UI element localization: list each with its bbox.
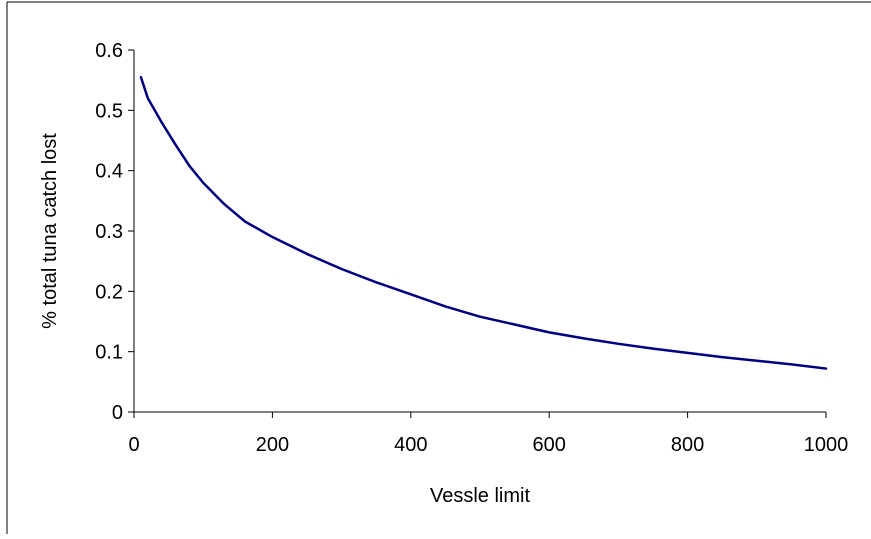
y-tick-label: 0.5 bbox=[95, 100, 123, 122]
y-tick-label: 0.6 bbox=[95, 40, 123, 62]
y-tick-label: 0.4 bbox=[95, 161, 123, 183]
series-line bbox=[139, 75, 828, 370]
y-tick-label: 0.1 bbox=[95, 342, 123, 364]
x-tick-label: 200 bbox=[256, 434, 289, 456]
series-layer bbox=[139, 75, 828, 370]
x-tick-label: 600 bbox=[533, 434, 566, 456]
y-axis-ticks: 0 0.1 0.2 0.3 0.4 0.5 0.6 bbox=[95, 40, 134, 424]
y-axis-title: % total tuna catch lost bbox=[39, 133, 61, 329]
x-tick-label: 0 bbox=[128, 434, 139, 456]
y-tick-label: 0 bbox=[112, 402, 123, 424]
y-tick-label: 0.3 bbox=[95, 221, 123, 243]
x-tick-label: 400 bbox=[394, 434, 427, 456]
x-tick-label: 800 bbox=[671, 434, 704, 456]
y-tick-label: 0.2 bbox=[95, 281, 123, 303]
x-tick-label: 1000 bbox=[804, 434, 849, 456]
x-axis-ticks: 0 200 400 600 800 1000 bbox=[128, 412, 848, 456]
x-axis-title: Vessle limit bbox=[430, 485, 530, 507]
